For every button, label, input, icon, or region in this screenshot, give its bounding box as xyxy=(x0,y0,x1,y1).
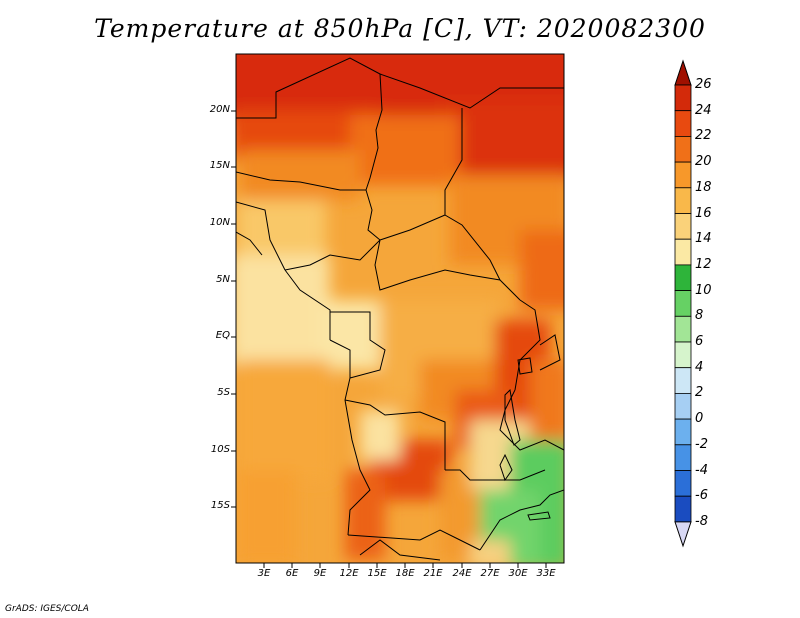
colorbar-segment xyxy=(674,495,692,523)
colorbar-label: -8 xyxy=(695,513,708,529)
colorbar-segment xyxy=(674,290,692,317)
lon-label-18e: 18E xyxy=(395,568,415,579)
colorbar-segment xyxy=(674,187,692,214)
lon-label-3e: 3E xyxy=(257,568,271,579)
colorbar-segment xyxy=(674,367,692,394)
colorbar-segment xyxy=(674,110,692,137)
lon-label-27e: 27E xyxy=(480,568,500,579)
lat-label-20n: 20N xyxy=(209,104,230,115)
lat-label-15s: 15S xyxy=(210,500,230,511)
colorbar-label: 6 xyxy=(695,334,704,349)
lat-label-eq: EQ xyxy=(215,330,230,341)
colorbar-segment xyxy=(674,315,692,343)
colorbar-label: -4 xyxy=(695,462,708,478)
colorbar-segment xyxy=(674,135,692,163)
colorbar-label: 2 xyxy=(695,385,704,401)
temperature-field xyxy=(236,54,564,563)
colorbar-label: 22 xyxy=(695,128,712,144)
colorbar-top-arrow xyxy=(674,59,692,86)
lat-label-15n: 15N xyxy=(209,160,230,171)
lon-label-30e: 30E xyxy=(508,568,528,579)
colorbar-label: -6 xyxy=(695,488,708,504)
colorbar-segment xyxy=(674,341,692,369)
lat-label-10n: 10N xyxy=(209,217,230,228)
map-frame xyxy=(235,53,565,564)
colorbar-label: 18 xyxy=(695,179,712,195)
lat-label-10s: 10S xyxy=(210,444,230,455)
colorbar-segment xyxy=(674,470,692,497)
colorbar-segment xyxy=(674,444,692,471)
colorbar-segment xyxy=(674,84,692,112)
colorbar-segment xyxy=(674,418,692,446)
lon-label-33e: 33E xyxy=(536,568,556,579)
lakes xyxy=(499,357,551,521)
lon-label-9e: 9E xyxy=(313,568,327,579)
colorbar-label: 16 xyxy=(695,205,712,221)
lat-label-5s: 5S xyxy=(217,387,230,398)
colorbar-label: 20 xyxy=(695,154,712,170)
colorbar-label: 0 xyxy=(695,411,704,427)
lon-label-21e: 21E xyxy=(423,568,443,579)
colorbar-label: 14 xyxy=(695,231,712,247)
axis-ticks xyxy=(231,110,547,568)
colorbar-label: -2 xyxy=(695,436,708,452)
colorbar-segment xyxy=(674,392,692,420)
lon-label-24e: 24E xyxy=(452,568,472,579)
colorbar-label: 4 xyxy=(695,359,704,375)
colorbar-label: 12 xyxy=(695,256,712,272)
lat-label-5n: 5N xyxy=(216,274,230,285)
colorbar-label: 8 xyxy=(695,308,704,324)
lon-label-15e: 15E xyxy=(367,568,387,579)
colorbar xyxy=(674,59,692,548)
colorbar-segment xyxy=(674,213,692,240)
footer-credit: GrADS: IGES/COLA xyxy=(5,604,89,614)
colorbar-bottom-arrow xyxy=(674,521,692,548)
colorbar-label: 26 xyxy=(695,77,712,92)
chart-title: Temperature at 850hPa [C], VT: 202008230… xyxy=(94,14,706,43)
colorbar-segment xyxy=(674,238,692,266)
country-borders xyxy=(236,57,564,561)
colorbar-segment xyxy=(674,161,692,189)
colorbar-label: 10 xyxy=(695,282,712,298)
colorbar-segment xyxy=(674,264,692,291)
lon-label-6e: 6E xyxy=(285,568,299,579)
colorbar-label: 24 xyxy=(695,102,712,118)
lon-label-12e: 12E xyxy=(339,568,359,579)
